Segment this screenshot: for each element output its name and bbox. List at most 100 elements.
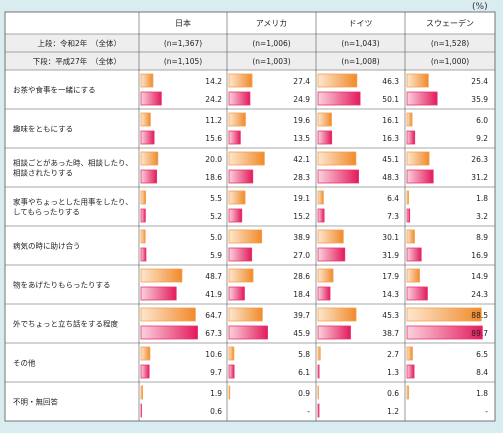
bar — [228, 151, 265, 166]
data-label: 1.2 — [387, 407, 399, 416]
bar — [228, 130, 241, 145]
data-label: 30.1 — [382, 233, 399, 242]
bar — [317, 112, 332, 127]
bar — [228, 364, 235, 379]
bar — [228, 247, 253, 262]
data-label: - — [307, 407, 310, 416]
data-label: 5.2 — [210, 212, 222, 221]
data-label: 16.9 — [471, 251, 488, 260]
bar — [406, 307, 482, 322]
bar — [406, 112, 413, 127]
sample-size: (n=1,006) — [252, 39, 290, 48]
bar — [317, 346, 321, 361]
legend-label: 上段：令和2年 （全体） — [37, 38, 121, 48]
data-label: 11.2 — [205, 116, 222, 125]
category-label: 物をあげたりもらったりする — [13, 280, 111, 290]
data-label: 8.9 — [476, 233, 488, 242]
bar — [228, 190, 246, 205]
bar — [406, 151, 430, 166]
data-label: 19.1 — [293, 194, 310, 203]
data-label: 14.3 — [382, 290, 399, 299]
data-label: 41.9 — [205, 290, 222, 299]
data-label: 14.9 — [471, 272, 488, 281]
data-label: 0.6 — [387, 389, 399, 398]
country-header: アメリカ — [256, 19, 288, 28]
country-header: スウェーデン — [426, 18, 474, 28]
data-label: 67.3 — [205, 329, 222, 338]
data-label: 13.5 — [293, 134, 310, 143]
data-label: 45.1 — [382, 155, 399, 164]
data-label: 28.6 — [293, 272, 310, 281]
bar — [228, 385, 231, 400]
country-header: ドイツ — [349, 19, 373, 28]
bar — [406, 190, 409, 205]
bar — [140, 307, 196, 322]
data-label: 48.3 — [382, 173, 399, 182]
bar — [406, 247, 422, 262]
bar — [317, 364, 320, 379]
bar — [140, 169, 158, 184]
data-label: 6.0 — [476, 116, 488, 125]
chart-background — [5, 12, 495, 421]
category-label: してもらったりする — [13, 208, 80, 217]
category-label: その他 — [13, 358, 36, 368]
bar — [406, 268, 420, 283]
category-label: 相談ごとがあった時、相談したり、 — [13, 158, 133, 168]
bar — [317, 169, 359, 184]
bar — [228, 229, 263, 244]
data-label: 24.2 — [205, 95, 222, 104]
bar — [140, 325, 198, 340]
data-label: 16.3 — [382, 134, 399, 143]
sample-size: (n=1,043) — [341, 39, 379, 48]
bar — [317, 385, 319, 400]
data-label: 1.8 — [476, 389, 488, 398]
table-border — [4, 11, 496, 422]
bar — [228, 169, 254, 184]
bar — [228, 112, 246, 127]
data-label: 88.5 — [471, 311, 488, 320]
bar — [228, 268, 254, 283]
data-label: 2.7 — [387, 350, 399, 359]
data-label: 16.1 — [382, 116, 399, 125]
data-label: 7.3 — [387, 212, 399, 221]
data-label: 15.6 — [205, 134, 222, 143]
sample-size: (n=1,000) — [431, 57, 469, 66]
data-label: 5.8 — [298, 350, 310, 359]
bar — [406, 73, 429, 88]
data-label: 5.5 — [210, 194, 222, 203]
bar — [317, 325, 351, 340]
country-header: 日本 — [175, 18, 191, 28]
data-label: 27.0 — [293, 251, 310, 260]
data-label: 89.7 — [471, 329, 488, 338]
bar — [140, 385, 143, 400]
data-label: 45.3 — [382, 311, 399, 320]
bar — [140, 91, 162, 106]
bar — [406, 130, 416, 145]
data-label: 39.7 — [293, 311, 310, 320]
data-label: 64.7 — [205, 311, 222, 320]
bar — [228, 208, 243, 223]
bar — [317, 151, 357, 166]
bar — [317, 286, 331, 301]
bar — [140, 229, 146, 244]
data-label: 48.7 — [205, 272, 222, 281]
bar — [228, 286, 245, 301]
data-label: 5.0 — [210, 233, 222, 242]
bar — [406, 229, 415, 244]
data-label: 45.9 — [293, 329, 310, 338]
bar — [228, 325, 268, 340]
data-label: 18.6 — [205, 173, 222, 182]
bar — [140, 190, 147, 205]
data-label: 15.2 — [293, 212, 310, 221]
data-label: 28.3 — [293, 173, 310, 182]
bar — [140, 286, 177, 301]
sample-size: (n=1,367) — [164, 39, 202, 48]
data-label: 6.1 — [298, 368, 310, 377]
bar — [317, 403, 320, 418]
bar — [406, 208, 411, 223]
bar — [140, 73, 154, 88]
bar — [317, 247, 346, 262]
bar — [406, 286, 428, 301]
bar — [317, 307, 357, 322]
